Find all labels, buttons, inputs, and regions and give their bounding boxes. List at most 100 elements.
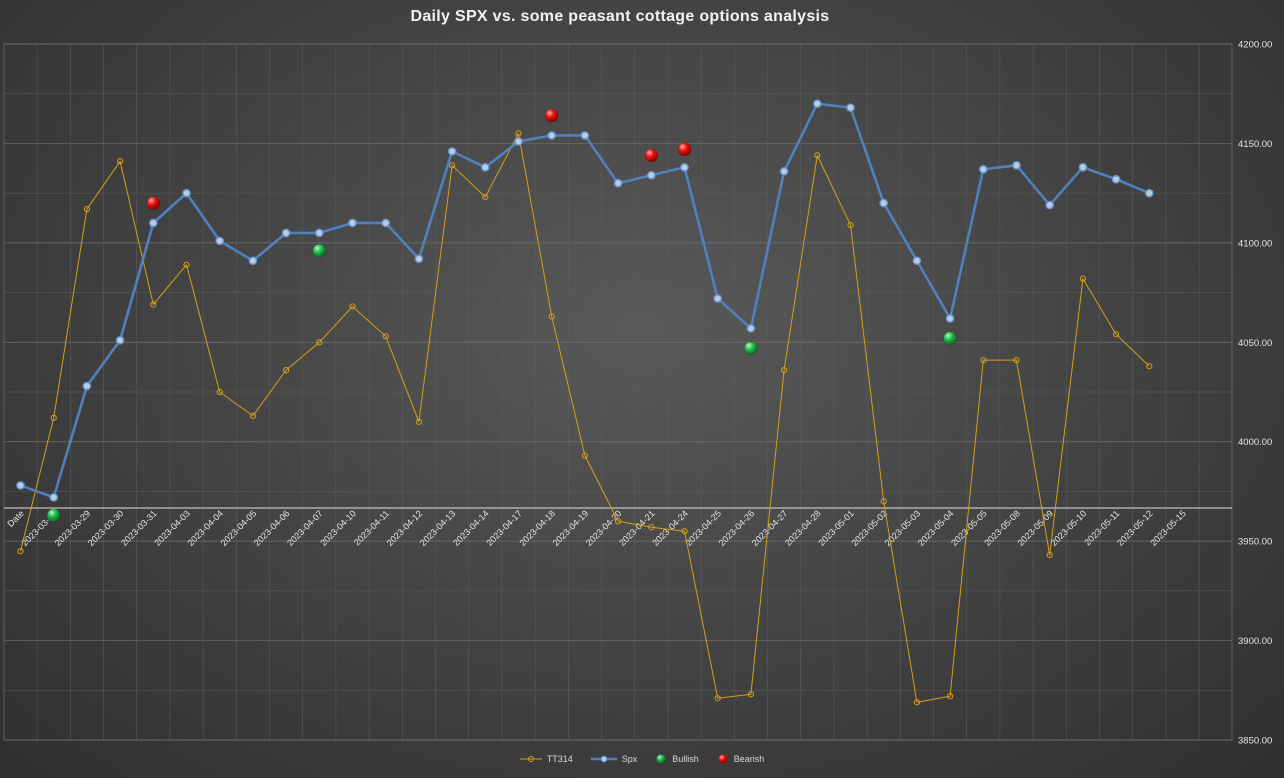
data-point-tt314 (1013, 357, 1020, 364)
data-point-tt314 (648, 524, 655, 531)
legend-item-tt314[interactable]: TT314 (519, 754, 573, 764)
data-point-spx (979, 164, 988, 174)
bullish-marker (312, 244, 327, 258)
bullish-marker (744, 341, 758, 356)
data-point-tt314 (814, 152, 821, 159)
y-tick-label: 3850.00 (1238, 736, 1272, 747)
legend-swatch-spx (590, 755, 617, 763)
bearish-marker (677, 142, 692, 157)
data-point-spx (945, 314, 955, 323)
data-point-spx (82, 381, 92, 391)
data-point-tt314 (947, 693, 954, 700)
legend-label-bullish: Bullish (672, 754, 699, 764)
series-line-spx (20, 102, 1150, 499)
data-point-tt314 (615, 518, 622, 525)
legend-item-bullish[interactable]: Bullish (655, 754, 699, 764)
data-point-tt314 (283, 367, 290, 374)
data-point-spx (314, 228, 324, 238)
y-tick-label: 4050.00 (1238, 338, 1272, 349)
data-point-spx (16, 481, 25, 490)
data-point-tt314 (1046, 551, 1053, 559)
bullish-marker (943, 331, 957, 346)
legend-label-spx: Spx (621, 754, 638, 764)
bearish-marker (644, 148, 659, 163)
data-point-spx (480, 162, 490, 172)
data-point-tt314 (216, 388, 223, 396)
data-point-tt314 (482, 194, 489, 201)
legend-item-spx[interactable]: Spx (590, 754, 638, 764)
data-point-spx (1045, 200, 1054, 210)
data-point-tt314 (1113, 331, 1120, 338)
data-point-spx (447, 147, 457, 156)
bearish-marker (544, 108, 559, 123)
data-point-spx (381, 218, 391, 228)
data-point-spx (613, 178, 623, 188)
data-point-tt314 (83, 205, 91, 213)
data-point-tt314 (117, 158, 124, 165)
data-point-spx (580, 131, 590, 140)
data-point-spx (514, 137, 523, 146)
data-point-spx (647, 170, 656, 180)
bearish-marker (146, 196, 161, 210)
data-point-spx (148, 218, 158, 228)
y-tick-label: 4000.00 (1238, 437, 1272, 448)
data-point-spx (182, 188, 191, 198)
y-tick-label: 3950.00 (1238, 537, 1272, 548)
data-point-spx (348, 218, 357, 228)
data-point-spx (1012, 161, 1021, 170)
legend-swatch-bearish (718, 754, 728, 764)
data-point-tt314 (50, 414, 57, 421)
x-tick-label: 2023-05-15 (1148, 508, 1188, 548)
y-tick-label: 3900.00 (1238, 636, 1272, 647)
chart-title: Daily SPX vs. some peasant cottage optio… (410, 8, 830, 25)
data-point-tt314 (449, 162, 456, 169)
data-point-spx (547, 131, 557, 140)
data-point-tt314 (515, 130, 522, 137)
data-point-tt314 (681, 528, 688, 535)
data-point-spx (414, 254, 424, 264)
data-point-tt314 (880, 498, 887, 505)
data-point-tt314 (249, 412, 256, 419)
legend-swatch-tt314 (519, 756, 542, 762)
data-point-tt314 (382, 333, 389, 340)
data-point-spx (680, 162, 689, 172)
data-point-spx (1078, 162, 1088, 172)
x-tick-label: Date (5, 508, 26, 529)
data-point-spx (746, 324, 756, 333)
data-point-spx (215, 236, 224, 246)
series-layer (16, 99, 1154, 706)
data-point-spx (713, 294, 723, 303)
chart-legend: TT314 Spx Bullish Bearish (0, 754, 1284, 764)
legend-label-tt314: TT314 (546, 754, 573, 764)
data-point-tt314 (349, 303, 356, 310)
data-point-tt314 (1079, 275, 1087, 282)
grid-layer (3, 43, 1233, 741)
legend-item-bearish[interactable]: Bearish (717, 754, 765, 764)
data-point-spx (879, 198, 889, 208)
data-point-spx (846, 103, 855, 112)
data-point-spx (248, 256, 258, 266)
data-point-tt314 (714, 695, 721, 702)
data-point-tt314 (913, 699, 921, 706)
x-tick-label: 2023-04-10 (318, 508, 358, 548)
series-line-tt314 (20, 132, 1150, 703)
data-point-spx (912, 256, 922, 266)
data-point-tt314 (183, 261, 190, 268)
data-point-tt314 (548, 313, 555, 320)
data-point-tt314 (781, 367, 788, 374)
data-point-spx (1145, 188, 1154, 198)
data-point-tt314 (847, 221, 854, 229)
legend-label-bearish: Bearish (733, 754, 765, 764)
data-point-spx (49, 493, 59, 502)
data-point-spx (281, 228, 291, 238)
data-point-tt314 (415, 418, 422, 425)
y-tick-label: 4100.00 (1238, 238, 1272, 249)
y-tick-label: 4200.00 (1238, 40, 1272, 51)
data-point-tt314 (1146, 363, 1153, 370)
marker-layer (46, 108, 957, 523)
data-point-tt314 (150, 301, 157, 308)
data-point-tt314 (747, 691, 755, 698)
bullish-marker (46, 508, 61, 523)
data-point-tt314 (17, 547, 24, 555)
